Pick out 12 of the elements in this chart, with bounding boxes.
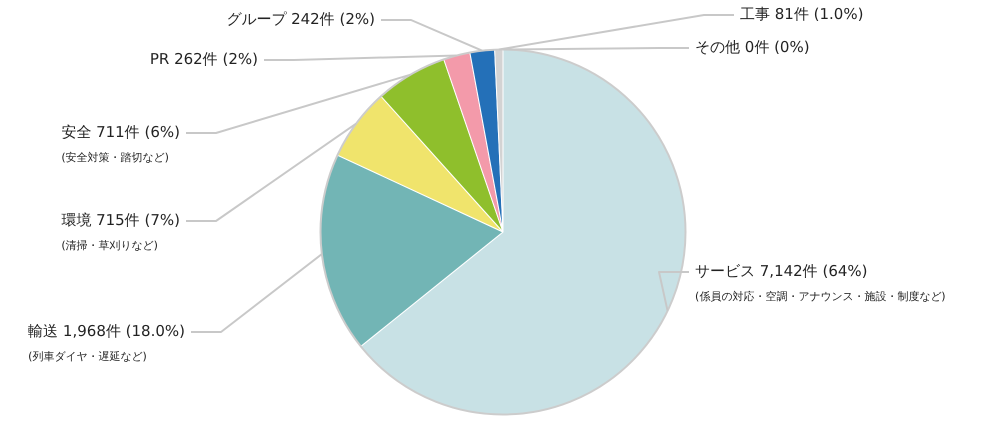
slice-label: 環境 715件 (7%) bbox=[61, 210, 180, 229]
slice-label: サービス 7,142件 (64%) bbox=[695, 262, 868, 280]
slice-label: 安全 711件 (6%) bbox=[61, 122, 180, 141]
slice-label: グループ 242件 (2%) bbox=[226, 10, 375, 28]
text: (列車ダイヤ・遅延など) bbox=[28, 350, 147, 363]
text: (清掃・草刈りなど) bbox=[61, 238, 158, 252]
slice-label: 工事 81件 (1.0%) bbox=[740, 4, 864, 23]
slice-label: 輸送 1,968件 (18.0%) bbox=[28, 322, 185, 340]
category-label: その他 0件 (0%) bbox=[695, 38, 810, 56]
text: (係員の対応・空調・アナウンス・施設・制度など) bbox=[695, 290, 946, 303]
slice-label: PR 262件 (2%) bbox=[150, 50, 258, 68]
text: (安全対策・踏切など) bbox=[61, 150, 169, 164]
